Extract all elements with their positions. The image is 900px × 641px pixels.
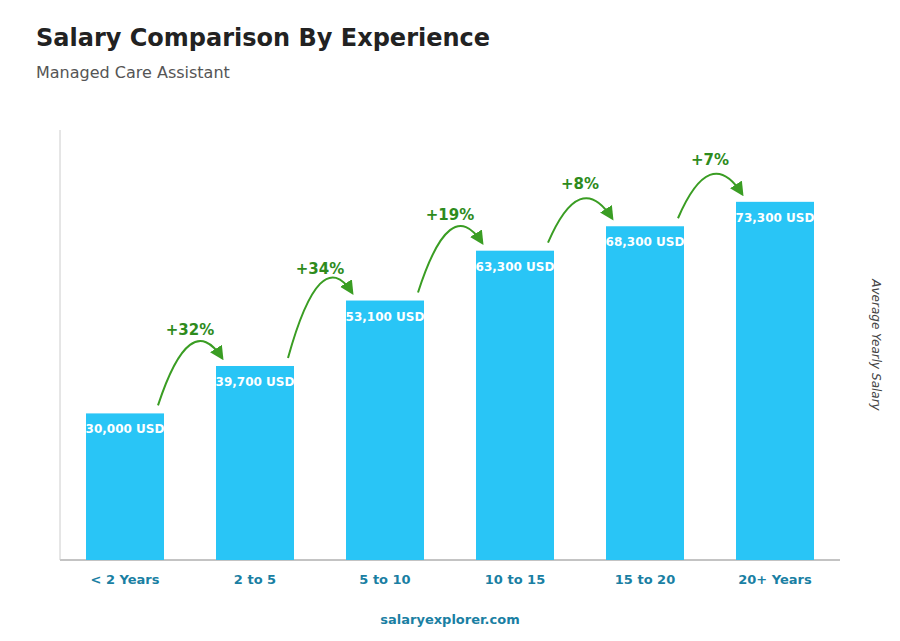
change-arrow: [678, 174, 742, 219]
x-tick-label: 2 to 5: [234, 572, 276, 587]
bar: [216, 366, 294, 560]
change-label: +32%: [166, 321, 214, 339]
y-axis-line: [60, 130, 61, 560]
x-tick-label: 20+ Years: [738, 572, 812, 587]
x-tick-label: 10 to 15: [485, 572, 545, 587]
change-label: +19%: [426, 206, 474, 224]
data-label: 30,000 USD: [86, 422, 165, 436]
bars: [86, 202, 814, 560]
change-arrow: [548, 198, 612, 243]
change-label: +7%: [691, 151, 729, 169]
data-label: 39,700 USD: [216, 375, 295, 389]
x-tick-label: 15 to 20: [615, 572, 675, 587]
data-label: 63,300 USD: [476, 260, 555, 274]
bar: [476, 251, 554, 560]
subtitle: Managed Care Assistant: [36, 63, 230, 82]
data-label: 73,300 USD: [736, 211, 815, 225]
change-arrow: [288, 277, 352, 358]
y-axis-label: Average Yearly Salary: [869, 278, 883, 411]
change-label: +8%: [561, 175, 599, 193]
title: Salary Comparison By Experience: [36, 24, 490, 52]
bar: [606, 226, 684, 560]
bar: [346, 301, 424, 560]
change-arrow: [418, 226, 482, 293]
data-label: 53,100 USD: [346, 310, 425, 324]
x-tick-label: < 2 Years: [91, 572, 160, 587]
chart: Salary Comparison By Experience Managed C…: [0, 0, 900, 641]
bar: [86, 413, 164, 560]
data-label: 68,300 USD: [606, 235, 685, 249]
bar: [736, 202, 814, 560]
x-axis-line: [60, 560, 840, 561]
x-tick-label: 5 to 10: [359, 572, 410, 587]
page: {"chart_data": {"type": "bar", "title": …: [0, 0, 900, 641]
change-label: +34%: [296, 260, 344, 278]
footer: salaryexplorer.com: [380, 612, 519, 627]
change-arrow: [158, 341, 222, 405]
